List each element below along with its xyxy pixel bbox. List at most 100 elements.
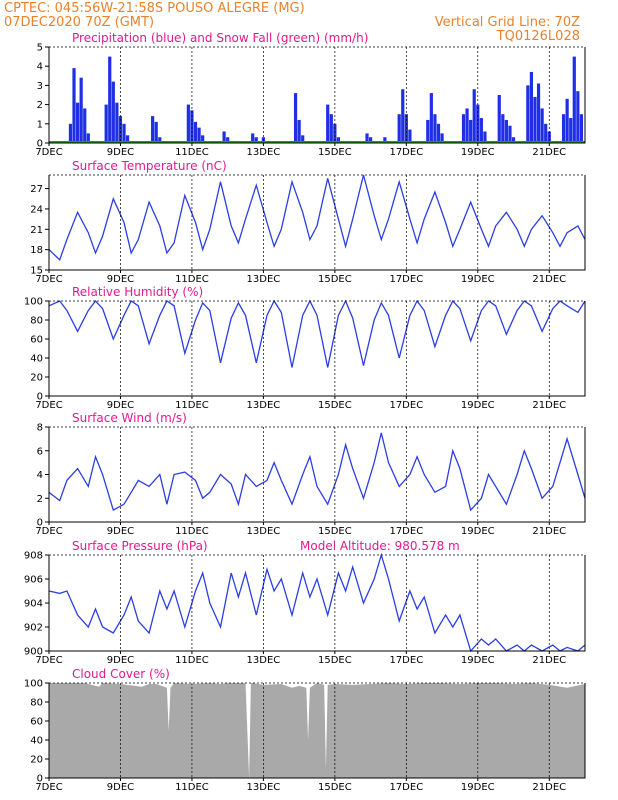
precip-bar bbox=[158, 137, 162, 143]
x-tick-label: 7DEC bbox=[35, 655, 62, 666]
precip-bar bbox=[436, 123, 441, 143]
precip-bar bbox=[115, 102, 119, 143]
y-tick-label: 21 bbox=[30, 225, 43, 236]
precip-bar bbox=[83, 108, 87, 143]
x-tick-label: 9DEC bbox=[107, 782, 134, 793]
x-tick-label: 13DEC bbox=[247, 782, 281, 793]
y-tick-label: 40 bbox=[30, 736, 43, 747]
x-tick-label: 17DEC bbox=[389, 400, 423, 411]
panel-frame bbox=[48, 683, 586, 779]
x-tick-label: 17DEC bbox=[389, 782, 423, 793]
precip-bar bbox=[201, 135, 205, 143]
precip-bar bbox=[526, 85, 530, 143]
panel-5: Surface Pressure (hPa) Model Altitude: 98… bbox=[24, 539, 586, 666]
x-tick-label: 11DEC bbox=[175, 655, 209, 666]
precip-bar bbox=[369, 137, 373, 143]
precip-bar bbox=[408, 129, 412, 143]
panel-2: Surface Temperature (nC) 15 18 21 24 27 7DEC 9D… bbox=[30, 159, 586, 285]
x-tick-label: 19DEC bbox=[461, 147, 495, 158]
y-tick-label: 902 bbox=[24, 623, 43, 634]
x-tick-label: 9DEC bbox=[107, 274, 134, 285]
x-tick-label: 11DEC bbox=[175, 782, 209, 793]
precip-bar bbox=[401, 89, 405, 143]
series-line bbox=[48, 174, 586, 261]
precip-bar bbox=[501, 114, 505, 143]
y-tick-label: 18 bbox=[30, 245, 43, 256]
precip-bar bbox=[75, 102, 80, 143]
precip-bar bbox=[254, 137, 258, 143]
panel-3: Relative Humidity (%) 0 20 40 60 80 100 7DEC 9DE… bbox=[24, 285, 586, 411]
y-tick-label: 900 bbox=[24, 647, 43, 658]
precip-bar bbox=[154, 121, 158, 143]
header-grid-note: Vertical Grid Line: 70Z bbox=[435, 15, 580, 30]
precip-bar bbox=[533, 96, 537, 143]
x-tick-label: 17DEC bbox=[389, 655, 423, 666]
x-tick-label: 13DEC bbox=[247, 400, 281, 411]
precip-bar bbox=[440, 133, 444, 143]
panel-frame bbox=[48, 555, 586, 652]
x-tick-label: 19DEC bbox=[461, 782, 495, 793]
x-tick-label: 7DEC bbox=[35, 782, 62, 793]
panel-title: Surface Pressure (hPa) bbox=[72, 539, 208, 553]
x-tick-label: 11DEC bbox=[175, 274, 209, 285]
y-tick-label: 80 bbox=[30, 316, 43, 327]
precip-bar bbox=[508, 125, 512, 143]
precip-bar bbox=[108, 56, 112, 143]
x-tick-label: 11DEC bbox=[175, 526, 209, 537]
precip-bar bbox=[429, 93, 433, 143]
precip-bar bbox=[483, 131, 487, 143]
x-tick-label: 21DEC bbox=[532, 400, 566, 411]
panel-6: Cloud Cover (%) 0 20 40 60 80 100 7DEC 9DEC 11DEC… bbox=[24, 667, 586, 793]
panel-4: Surface Wind (m/s) 0 2 4 6 8 7DEC 9DEC 11DEC 13DE… bbox=[35, 411, 586, 537]
x-tick-label: 9DEC bbox=[107, 400, 134, 411]
x-tick-label: 15DEC bbox=[318, 655, 352, 666]
precip-bar bbox=[186, 104, 190, 143]
y-tick-label: 8 bbox=[37, 423, 43, 434]
x-tick-label: 13DEC bbox=[247, 147, 281, 158]
precip-bar bbox=[472, 89, 476, 143]
precip-bar bbox=[333, 123, 337, 143]
x-tick-label: 21DEC bbox=[532, 147, 566, 158]
x-tick-label: 11DEC bbox=[175, 400, 209, 411]
x-tick-label: 19DEC bbox=[461, 400, 495, 411]
precip-bar bbox=[536, 83, 541, 143]
y-tick-label: 0 bbox=[37, 139, 43, 150]
y-tick-label: 5 bbox=[37, 43, 43, 54]
precip-bar bbox=[461, 114, 466, 143]
y-tick-label: 0 bbox=[37, 774, 43, 785]
y-tick-label: 0 bbox=[37, 518, 43, 529]
x-tick-label: 15DEC bbox=[318, 400, 352, 411]
precip-bar bbox=[329, 114, 333, 143]
precip-bar bbox=[547, 131, 551, 143]
x-tick-label: 7DEC bbox=[35, 274, 62, 285]
x-tick-label: 15DEC bbox=[318, 274, 352, 285]
header-model-code: TQ0126L028 bbox=[496, 29, 580, 44]
cloud-cover-area bbox=[49, 683, 585, 778]
precip-bar bbox=[222, 131, 226, 143]
y-tick-label: 60 bbox=[30, 717, 43, 728]
y-tick-label: 2 bbox=[37, 100, 43, 111]
y-tick-label: 24 bbox=[30, 204, 43, 215]
precip-bar bbox=[511, 137, 516, 143]
panel-frame bbox=[48, 301, 586, 397]
precip-bar bbox=[365, 133, 369, 143]
y-tick-label: 4 bbox=[37, 62, 43, 73]
panel-title: Surface Wind (m/s) bbox=[72, 411, 187, 425]
x-tick-label: 21DEC bbox=[532, 526, 566, 537]
x-tick-label: 17DEC bbox=[389, 147, 423, 158]
series-line bbox=[48, 299, 586, 368]
x-tick-label: 15DEC bbox=[318, 526, 352, 537]
y-tick-label: 6 bbox=[37, 446, 43, 457]
x-tick-label: 13DEC bbox=[247, 274, 281, 285]
y-tick-label: 904 bbox=[24, 599, 43, 610]
precip-bar bbox=[576, 91, 580, 143]
panel-frame bbox=[48, 175, 586, 271]
y-tick-label: 40 bbox=[30, 354, 43, 365]
precip-bar bbox=[193, 121, 198, 143]
panel-title: Precipitation (blue) and Snow Fall (gree… bbox=[72, 31, 368, 45]
y-tick-label: 60 bbox=[30, 335, 43, 346]
precip-bar bbox=[293, 93, 298, 143]
x-tick-label: 21DEC bbox=[532, 274, 566, 285]
precip-bar bbox=[126, 135, 130, 143]
